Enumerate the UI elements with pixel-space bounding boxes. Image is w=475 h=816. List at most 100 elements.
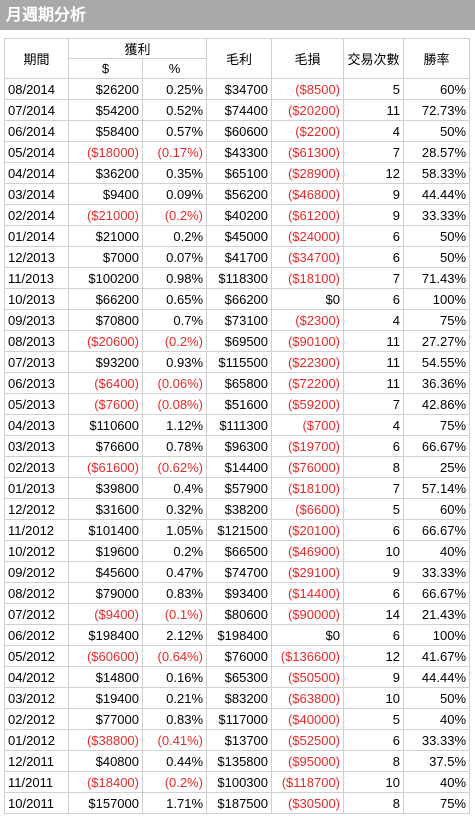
cell-gross-loss: ($59200)	[271, 393, 345, 415]
cell-period: 11/2013	[4, 267, 69, 289]
cell-profit-dollar: ($60600)	[68, 645, 143, 667]
cell-gross-loss: $0	[271, 624, 345, 646]
table-row: 04/2013 $110600 1.12% $111300 ($700) 4 75%	[4, 414, 471, 436]
cell-gross-profit: $187500	[206, 792, 273, 814]
cell-profit-pct: 0.21%	[141, 687, 208, 709]
cell-period: 08/2014	[4, 78, 69, 100]
cell-profit-pct: (0.2%)	[141, 330, 208, 352]
cell-period: 10/2013	[4, 288, 69, 310]
table-row: 02/2013 ($61600) (0.62%) $14400 ($76000) 8 25%	[4, 456, 471, 478]
cell-profit-dollar: ($21000)	[68, 204, 143, 226]
table-row: 03/2013 $76600 0.78% $96300 ($19700) 6 66.67%	[4, 435, 471, 457]
cell-trades: 5	[343, 708, 405, 730]
cell-gross-profit: $34700	[206, 78, 273, 100]
cell-profit-dollar: $76600	[68, 435, 143, 457]
cell-profit-dollar: $54200	[68, 99, 143, 121]
cell-period: 03/2012	[4, 687, 69, 709]
cell-profit-dollar: $45600	[68, 561, 143, 583]
cell-trades: 6	[343, 225, 405, 247]
cell-profit-dollar: ($18000)	[68, 141, 143, 163]
cell-gross-loss: ($18100)	[271, 267, 345, 289]
table-body: 08/2014 $26200 0.25% $34700 ($8500) 5 60% 07/20…	[4, 78, 471, 814]
cell-gross-profit: $76000	[206, 645, 273, 667]
cell-win-rate: 54.55%	[403, 351, 471, 373]
cell-profit-pct: 0.32%	[141, 498, 208, 520]
cell-trades: 11	[343, 330, 405, 352]
cell-gross-loss: ($61300)	[271, 141, 345, 163]
cell-gross-loss: ($34700)	[271, 246, 345, 268]
cell-profit-dollar: $40800	[68, 750, 143, 772]
cell-trades: 6	[343, 729, 405, 751]
cell-profit-dollar: ($38800)	[68, 729, 143, 751]
cell-period: 01/2012	[4, 729, 69, 751]
cell-profit-pct: 0.83%	[141, 708, 208, 730]
cell-gross-loss: ($63800)	[271, 687, 345, 709]
cell-win-rate: 40%	[403, 708, 471, 730]
cell-period: 05/2013	[4, 393, 69, 415]
cell-period: 12/2012	[4, 498, 69, 520]
cell-trades: 14	[343, 603, 405, 625]
cell-gross-loss: ($76000)	[271, 456, 345, 478]
cell-gross-profit: $45000	[206, 225, 273, 247]
cell-profit-dollar: ($6400)	[68, 372, 143, 394]
table-row: 02/2014 ($21000) (0.2%) $40200 ($61200) 9 33.3…	[4, 204, 471, 226]
cell-trades: 12	[343, 162, 405, 184]
cell-profit-pct: (0.2%)	[141, 771, 208, 793]
cell-win-rate: 42.86%	[403, 393, 471, 415]
cell-profit-pct: 0.35%	[141, 162, 208, 184]
table-row: 11/2013 $100200 0.98% $118300 ($18100) 7 71.43…	[4, 267, 471, 289]
table-row: 12/2013 $7000 0.07% $41700 ($34700) 6 50%	[4, 246, 471, 268]
cell-win-rate: 33.33%	[403, 729, 471, 751]
table-row: 11/2012 $101400 1.05% $121500 ($20100) 6 66.67…	[4, 519, 471, 541]
cell-gross-loss: ($24000)	[271, 225, 345, 247]
cell-win-rate: 75%	[403, 414, 471, 436]
cell-gross-profit: $51600	[206, 393, 273, 415]
cell-trades: 6	[343, 246, 405, 268]
cell-gross-profit: $65100	[206, 162, 273, 184]
table-row: 03/2014 $9400 0.09% $56200 ($46800) 9 44.44%	[4, 183, 471, 205]
cell-gross-loss: ($95000)	[271, 750, 345, 772]
cell-profit-pct: 2.12%	[141, 624, 208, 646]
cell-gross-profit: $117000	[206, 708, 273, 730]
cell-trades: 6	[343, 435, 405, 457]
cell-period: 10/2012	[4, 540, 69, 562]
cell-period: 02/2013	[4, 456, 69, 478]
cell-trades: 9	[343, 666, 405, 688]
table-row: 01/2014 $21000 0.2% $45000 ($24000) 6 50%	[4, 225, 471, 247]
panel-title: 月週期分析	[0, 0, 475, 30]
cell-profit-pct: 0.65%	[141, 288, 208, 310]
cell-profit-dollar: $58400	[68, 120, 143, 142]
table-row: 10/2013 $66200 0.65% $66200 $0 6 100%	[4, 288, 471, 310]
cell-gross-loss: ($30500)	[271, 792, 345, 814]
cell-gross-profit: $93400	[206, 582, 273, 604]
table-row: 09/2012 $45600 0.47% $74700 ($29100) 9 33.33%	[4, 561, 471, 583]
cell-gross-loss: ($8500)	[271, 78, 345, 100]
cell-period: 08/2012	[4, 582, 69, 604]
cell-gross-profit: $121500	[206, 519, 273, 541]
cell-gross-profit: $60600	[206, 120, 273, 142]
cell-profit-pct: 0.57%	[141, 120, 208, 142]
cell-win-rate: 58.33%	[403, 162, 471, 184]
cell-trades: 9	[343, 561, 405, 583]
cell-period: 10/2011	[4, 792, 69, 814]
cell-period: 02/2014	[4, 204, 69, 226]
cell-win-rate: 60%	[403, 78, 471, 100]
cell-gross-profit: $80600	[206, 603, 273, 625]
cell-gross-loss: ($2300)	[271, 309, 345, 331]
cell-profit-dollar: $198400	[68, 624, 143, 646]
cell-gross-loss: ($46900)	[271, 540, 345, 562]
cell-profit-dollar: $110600	[68, 414, 143, 436]
cell-profit-pct: 0.78%	[141, 435, 208, 457]
cell-win-rate: 37.5%	[403, 750, 471, 772]
cell-profit-dollar: $79000	[68, 582, 143, 604]
cell-profit-pct: 0.07%	[141, 246, 208, 268]
table-row: 03/2012 $19400 0.21% $83200 ($63800) 10 50%	[4, 687, 471, 709]
cell-period: 06/2012	[4, 624, 69, 646]
cell-trades: 5	[343, 78, 405, 100]
cell-profit-dollar: $66200	[68, 288, 143, 310]
cell-trades: 7	[343, 141, 405, 163]
header-profit: 獲利	[67, 38, 208, 59]
table-container: 期間 獲利 毛利 毛損 交易次數 勝率 $ % 08/2014 $26200 0.2…	[0, 30, 475, 814]
cell-profit-dollar: $77000	[68, 708, 143, 730]
table-row: 05/2013 ($7600) (0.08%) $51600 ($59200) 7 42.8…	[4, 393, 471, 415]
